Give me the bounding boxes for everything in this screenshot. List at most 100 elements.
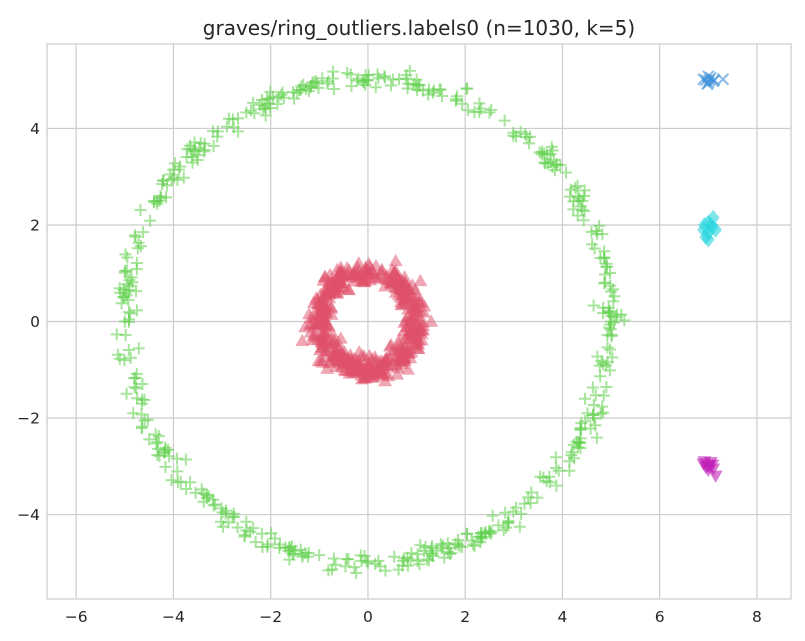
y-tick-label: 2 [30, 216, 40, 234]
cluster-0-point [510, 501, 523, 514]
cluster-0-point [137, 226, 150, 239]
cluster-0-point [171, 465, 184, 478]
cluster-0-point [379, 71, 392, 84]
cluster-0-point [193, 142, 206, 155]
cluster-0-point [590, 224, 603, 237]
cluster-0-point [120, 278, 133, 291]
cluster-0-point [424, 547, 437, 560]
chart-title: graves/ring_outliers.labels0 (n=1030, k=… [203, 16, 635, 40]
cluster-0-point [608, 290, 621, 303]
cluster-0-point [136, 420, 149, 433]
cluster-0-point [113, 352, 126, 365]
cluster-1-point [357, 349, 372, 362]
y-tick-label: 0 [30, 313, 40, 331]
cluster-0-point [499, 506, 512, 519]
cluster-0-point [194, 137, 207, 150]
cluster-0-point [115, 297, 128, 310]
cluster-0-point [171, 476, 184, 489]
cluster-0-point [483, 524, 496, 537]
cluster-0-point [593, 219, 606, 232]
cluster-0-point [122, 284, 135, 297]
cluster-2-point [716, 73, 730, 86]
cluster-0-point [340, 552, 353, 565]
cluster-0-point [211, 130, 224, 143]
cluster-1-point [335, 346, 350, 359]
cluster-0-point [540, 148, 553, 161]
cluster-0-point [119, 328, 132, 341]
cluster-1-point [338, 363, 353, 377]
cluster-1-point [375, 360, 390, 373]
cluster-0-point [159, 460, 172, 473]
cluster-0-point [476, 530, 489, 543]
cluster-0-point [273, 538, 286, 551]
cluster-0-point [361, 556, 374, 569]
cluster-0-point [118, 315, 131, 328]
cluster-0-point [358, 550, 371, 563]
cluster-0-point [321, 77, 334, 90]
y-tick-label: −2 [17, 410, 40, 428]
cluster-1-point [395, 348, 410, 362]
cluster-0-point [160, 191, 173, 204]
cluster-0-point [141, 413, 154, 426]
cluster-0-point [352, 72, 365, 85]
cluster-0-point [502, 514, 515, 527]
cluster-0-point [546, 160, 559, 173]
cluster-0-point [372, 554, 385, 567]
cluster-0-point [255, 527, 268, 540]
y-tick-label: 4 [30, 120, 40, 138]
cluster-0-point [461, 82, 474, 95]
cluster-1-point [316, 328, 331, 342]
cluster-0-point [167, 163, 180, 176]
cluster-0-point [371, 68, 384, 81]
cluster-0-point [520, 131, 533, 144]
cluster-0-point [312, 81, 325, 94]
cluster-0-point [220, 120, 233, 133]
cluster-4-point [708, 470, 723, 483]
cluster-0-point [262, 97, 275, 110]
cluster-1-point [295, 333, 310, 347]
cluster-1-point [326, 280, 341, 293]
cluster-0-point [130, 367, 143, 380]
cluster-0-point [486, 509, 499, 522]
cluster-0-point [264, 85, 277, 98]
cluster-1-point [306, 332, 321, 346]
cluster-0-point [247, 96, 260, 109]
cluster-0-point [322, 564, 335, 577]
y-tick-label: −4 [17, 506, 40, 524]
cluster-0-point [572, 436, 585, 449]
cluster-1-point [399, 332, 414, 345]
cluster-0-point [369, 557, 382, 570]
cluster-0-point [433, 83, 446, 96]
cluster-0-point [124, 307, 137, 320]
tick-labels: −6 −4 −2 0 2 4 6 8 −4 −2 0 2 4 [17, 120, 762, 626]
cluster-0-point [436, 89, 449, 102]
cluster-0-point [421, 553, 434, 566]
cluster-0-point [259, 109, 272, 122]
cluster-1-point [402, 285, 417, 299]
cluster-0-point [261, 538, 274, 551]
cluster-0-point [589, 389, 602, 402]
cluster-0-point [564, 183, 577, 196]
cluster-0-point [240, 106, 253, 119]
cluster-0-point [369, 81, 382, 94]
x-tick-label: 2 [460, 608, 470, 626]
cluster-0-point [393, 73, 406, 86]
cluster-1-point [313, 306, 328, 319]
cluster-0-point [179, 453, 192, 466]
x-tick-label: 6 [655, 608, 665, 626]
cluster-0-point [277, 91, 290, 104]
cluster-0-point [438, 551, 451, 564]
plot-frame [46, 43, 792, 600]
cluster-0-point [515, 507, 528, 520]
cluster-0-point [136, 377, 149, 390]
cluster-0-point [572, 194, 585, 207]
cluster-0-point [593, 359, 606, 372]
cluster-0-point [584, 422, 597, 435]
cluster-0-point [238, 530, 251, 543]
cluster-0-point [522, 491, 535, 504]
cluster-0-point [456, 97, 469, 110]
cluster-0-point [401, 82, 414, 95]
cluster-0-point [288, 92, 301, 105]
cluster-0-point [177, 171, 190, 184]
